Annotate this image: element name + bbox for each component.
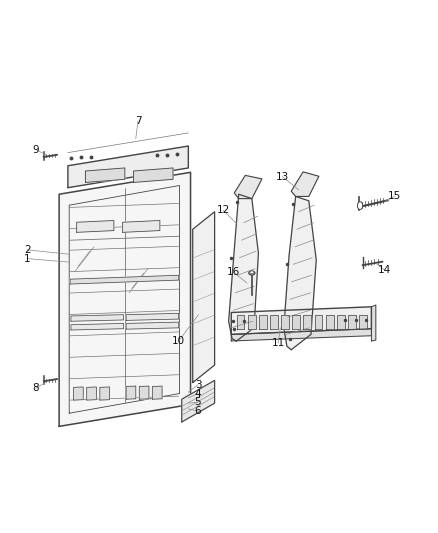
Text: 11: 11 (272, 338, 285, 348)
Polygon shape (85, 168, 125, 182)
Text: 13: 13 (276, 172, 289, 182)
Polygon shape (126, 313, 179, 320)
Polygon shape (71, 324, 124, 330)
Text: 16: 16 (226, 266, 240, 277)
Polygon shape (304, 314, 311, 329)
Polygon shape (371, 305, 376, 341)
Polygon shape (291, 172, 319, 197)
Text: 9: 9 (32, 144, 39, 155)
Polygon shape (193, 212, 215, 383)
Text: 7: 7 (134, 116, 141, 126)
Ellipse shape (249, 271, 255, 275)
Text: 8: 8 (32, 383, 39, 393)
Polygon shape (314, 314, 322, 329)
Text: 4: 4 (194, 389, 201, 399)
Polygon shape (126, 322, 179, 329)
Polygon shape (87, 387, 96, 400)
Text: 12: 12 (217, 205, 230, 215)
Polygon shape (237, 314, 244, 329)
Text: 1: 1 (24, 254, 31, 264)
Polygon shape (152, 386, 162, 399)
Polygon shape (123, 221, 160, 232)
Text: 3: 3 (194, 379, 201, 390)
Text: 10: 10 (172, 336, 185, 346)
Ellipse shape (250, 271, 254, 273)
Polygon shape (70, 275, 179, 284)
Polygon shape (59, 172, 191, 426)
Polygon shape (326, 314, 334, 329)
Text: 5: 5 (194, 397, 201, 407)
Text: 14: 14 (378, 265, 391, 275)
Polygon shape (68, 146, 188, 188)
Polygon shape (337, 314, 345, 329)
Polygon shape (270, 314, 278, 329)
Polygon shape (139, 386, 149, 399)
Polygon shape (100, 387, 110, 400)
Polygon shape (74, 387, 83, 400)
Polygon shape (71, 314, 124, 321)
Polygon shape (359, 314, 367, 329)
Text: 15: 15 (388, 191, 401, 201)
Polygon shape (231, 329, 371, 341)
Polygon shape (284, 197, 316, 350)
Polygon shape (126, 386, 136, 399)
Polygon shape (281, 314, 289, 329)
Polygon shape (182, 381, 215, 422)
Polygon shape (231, 307, 371, 334)
Polygon shape (292, 314, 300, 329)
Polygon shape (234, 175, 262, 199)
Polygon shape (348, 314, 356, 329)
Text: 2: 2 (24, 245, 31, 255)
Text: 6: 6 (194, 406, 201, 416)
Polygon shape (229, 194, 258, 341)
Polygon shape (77, 221, 114, 232)
Ellipse shape (357, 201, 363, 209)
Polygon shape (259, 314, 267, 329)
Polygon shape (134, 168, 173, 182)
Polygon shape (247, 314, 255, 329)
